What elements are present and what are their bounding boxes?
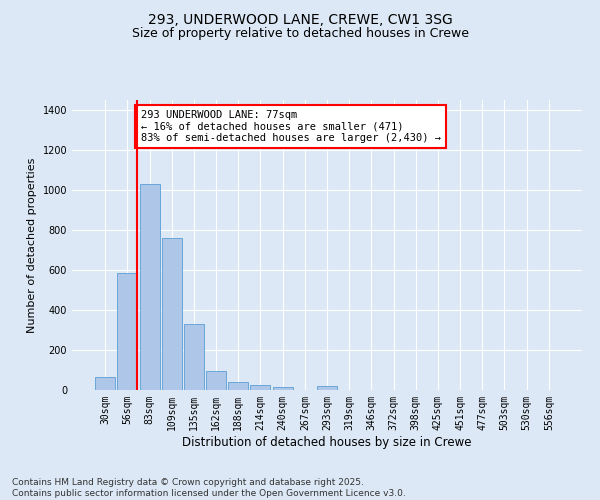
Bar (272, 387, 293, 390)
Bar (162, 238, 182, 390)
Bar (250, 385, 271, 390)
Bar (184, 324, 204, 390)
Bar (118, 273, 137, 390)
Text: Size of property relative to detached houses in Crewe: Size of property relative to detached ho… (131, 28, 469, 40)
Text: 293, UNDERWOOD LANE, CREWE, CW1 3SG: 293, UNDERWOOD LANE, CREWE, CW1 3SG (148, 12, 452, 26)
Bar (228, 382, 248, 390)
Bar (317, 386, 337, 390)
Bar (206, 370, 226, 390)
Y-axis label: Number of detached properties: Number of detached properties (27, 158, 37, 332)
Text: 293 UNDERWOOD LANE: 77sqm
← 16% of detached houses are smaller (471)
83% of semi: 293 UNDERWOOD LANE: 77sqm ← 16% of detac… (140, 110, 440, 143)
Bar (95, 377, 115, 390)
Bar (140, 184, 160, 390)
Text: Contains HM Land Registry data © Crown copyright and database right 2025.
Contai: Contains HM Land Registry data © Crown c… (12, 478, 406, 498)
X-axis label: Distribution of detached houses by size in Crewe: Distribution of detached houses by size … (182, 436, 472, 448)
